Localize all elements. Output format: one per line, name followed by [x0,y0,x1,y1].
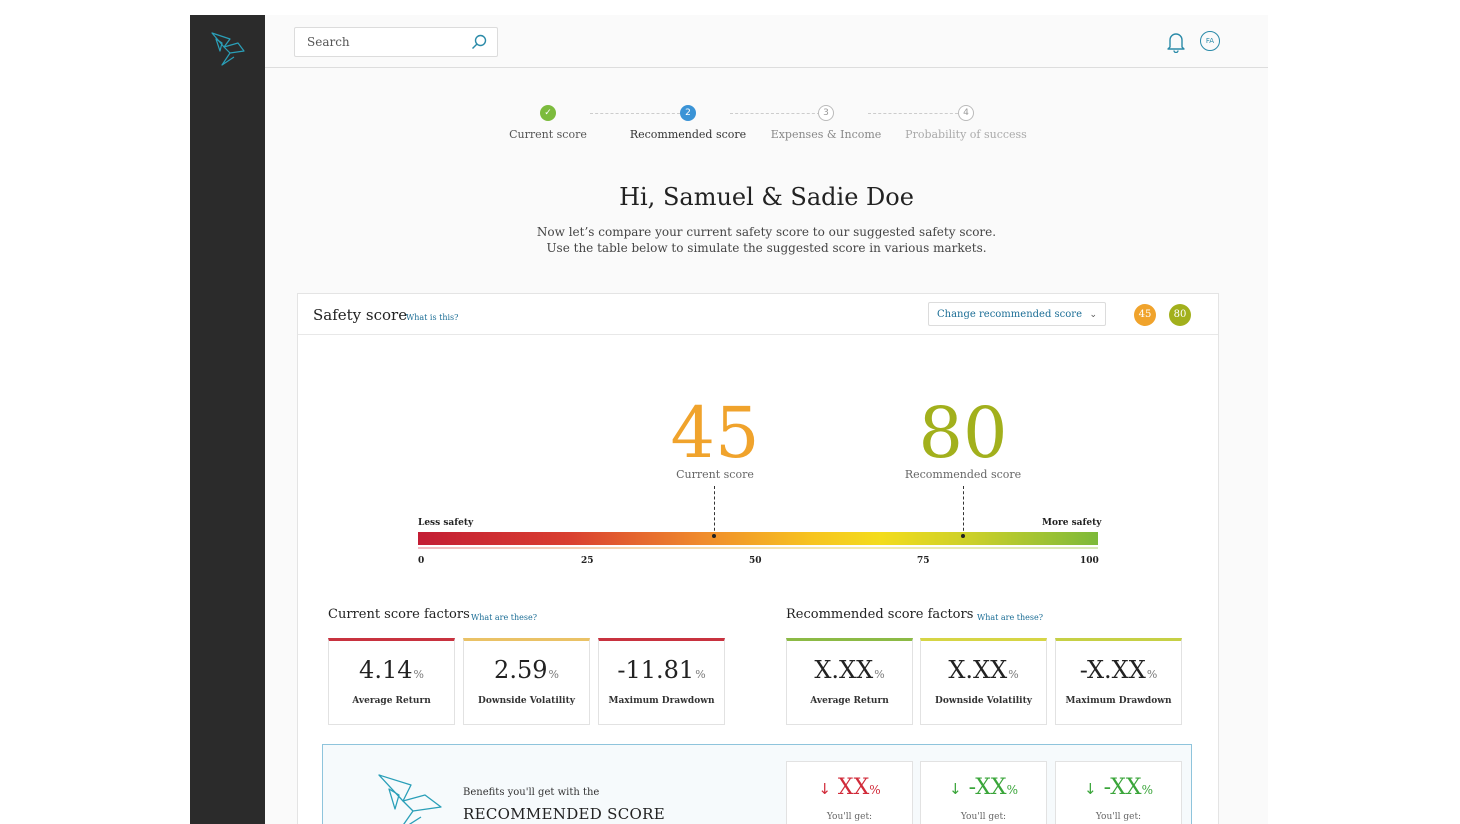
sidebar [190,15,265,824]
benefit-card: ↓ XX% You'll get: [786,761,913,824]
factor-card-average-return: 4.14% Average Return [328,638,455,725]
top-bar: FA [265,15,1268,68]
step-connector [590,113,680,114]
benefit-value: ↓ -XX% [1084,775,1153,800]
factor-label: Average Return [352,696,431,706]
bird-logo-icon [378,774,442,824]
current-score-value: 45 [670,392,760,474]
recommended-score-marker-line [963,486,964,536]
benefit-caption: You'll get: [960,812,1007,822]
intro-line: Use the table below to simulate the sugg… [546,241,987,255]
step-current-score[interactable]: ✓ Current score [478,105,618,141]
check-icon: ✓ [540,105,556,121]
factor-value: 2.59% [494,656,559,684]
step-number: 3 [818,105,834,121]
scale-tick: 100 [1080,556,1099,566]
factor-value: -11.81% [617,656,706,684]
recommended-score-value: 80 [918,392,1008,474]
intro-text: Now let’s compare your current safety sc… [265,224,1268,256]
benefits-intro: Benefits you'll get with the [463,787,600,798]
page-title: Hi, Samuel & Sadie Doe [619,183,914,211]
step-connector [868,113,958,114]
factor-card-downside-volatility: X.XX% Downside Volatility [920,638,1047,725]
benefit-card: ↓ -XX% You'll get: [1055,761,1182,824]
arrow-down-icon: ↓ [949,780,962,798]
scale-tick: 75 [917,556,930,566]
safety-bar-shadow [418,547,1098,549]
current-score-badge: 45 [1134,304,1156,326]
factor-label: Average Return [810,696,889,706]
recommended-score-caption: Recommended score [904,468,1022,481]
recommended-score-marker [961,534,965,538]
factor-card-average-return: X.XX% Average Return [786,638,913,725]
search-box[interactable] [294,27,498,57]
current-score-marker-line [714,486,715,536]
factor-card-maximum-drawdown: -11.81% Maximum Drawdown [598,638,725,725]
factor-label: Maximum Drawdown [1065,696,1172,706]
chevron-down-icon: ⌄ [1089,310,1097,320]
factor-card-downside-volatility: 2.59% Downside Volatility [463,638,590,725]
step-probability-of-success[interactable]: 4 Probability of success [896,105,1036,141]
current-score-marker [712,534,716,538]
scale-tick: 25 [581,556,594,566]
factor-value: X.XX% [948,656,1019,684]
factor-value: X.XX% [814,656,885,684]
card-title: Safety score [313,306,408,324]
factor-value: 4.14% [359,656,424,684]
dropdown-label: Change recommended score [937,309,1082,320]
scale-label-more: More safety [1042,518,1102,528]
step-label: Probability of success [905,128,1027,141]
recommended-factors-link[interactable]: What are these? [977,613,1044,622]
step-expenses-income[interactable]: 3 Expenses & Income [756,105,896,141]
benefit-card: ↓ -XX% You'll get: [920,761,1047,824]
safety-score-card: Safety score What is this? Change recomm… [297,293,1219,824]
benefits-heading: RECOMMENDED SCORE [463,805,665,823]
factor-label: Downside Volatility [935,696,1032,706]
scale-tick: 50 [749,556,762,566]
change-recommended-score-dropdown[interactable]: Change recommended score ⌄ [928,302,1106,326]
benefit-value: ↓ -XX% [949,775,1018,800]
current-factors-title: Current score factors [328,607,470,622]
intro-line: Now let’s compare your current safety sc… [536,225,997,239]
safety-gradient-bar [418,532,1098,545]
card-header: Safety score What is this? Change recomm… [298,294,1218,335]
arrow-down-icon: ↓ [1084,780,1097,798]
benefits-panel: Benefits you'll get with the RECOMMENDED… [322,744,1192,824]
factor-card-maximum-drawdown: -X.XX% Maximum Drawdown [1055,638,1182,725]
arrow-down-icon: ↓ [818,780,831,798]
step-number: 4 [958,105,974,121]
step-label: Expenses & Income [770,128,882,141]
benefit-caption: You'll get: [826,812,873,822]
search-input[interactable] [305,34,469,50]
scale-label-less: Less safety [418,518,474,528]
factor-label: Maximum Drawdown [608,696,715,706]
step-label: Current score [509,128,587,141]
factor-value: -X.XX% [1079,656,1158,684]
progress-stepper: ✓ Current score 2 Recommended score 3 Ex… [509,105,1027,145]
step-number: 2 [680,105,696,121]
bell-icon[interactable] [1166,31,1186,53]
bird-logo-icon[interactable] [208,29,248,69]
what-is-this-link[interactable]: What is this? [406,313,459,322]
user-avatar[interactable]: FA [1200,31,1220,51]
app-window: FA ✓ Current score 2 Recommended score 3… [190,15,1268,824]
recommended-factors-title: Recommended score factors [786,607,974,622]
step-label: Recommended score [629,128,747,141]
current-score-caption: Current score [676,468,754,481]
recommended-score-badge: 80 [1169,304,1191,326]
current-factors-link[interactable]: What are these? [471,613,538,622]
factor-label: Downside Volatility [478,696,575,706]
search-icon[interactable] [470,33,488,51]
step-recommended-score[interactable]: 2 Recommended score [618,105,758,141]
scale-tick: 0 [418,556,425,566]
benefit-value: ↓ XX% [818,775,881,800]
step-connector [730,113,820,114]
benefit-caption: You'll get: [1095,812,1142,822]
